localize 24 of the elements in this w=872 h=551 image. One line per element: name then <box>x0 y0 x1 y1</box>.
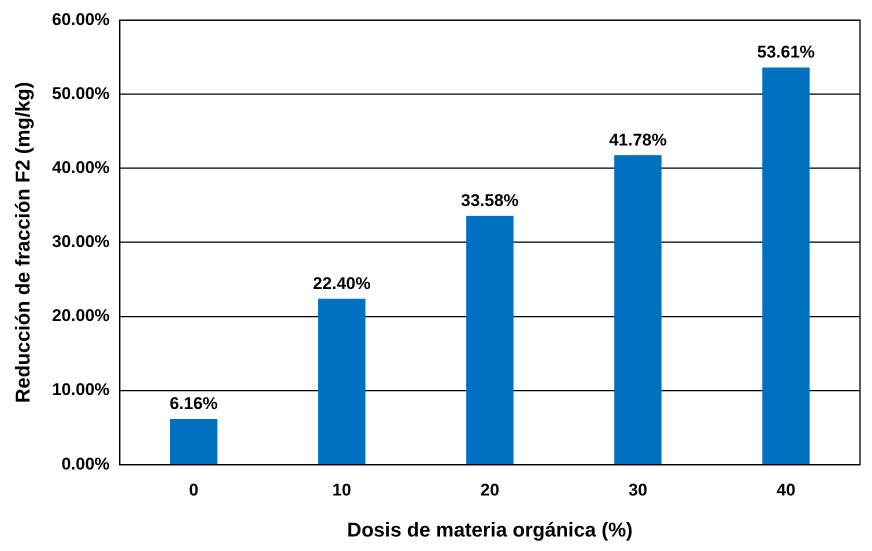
x-axis-title: Dosis de materia orgánica (%) <box>347 520 633 542</box>
data-label: 53.61% <box>757 42 815 62</box>
data-label: 6.16% <box>170 394 218 414</box>
x-tick-label: 40 <box>776 480 796 500</box>
data-label: 41.78% <box>609 130 667 150</box>
y-tick-label: 20.00% <box>52 306 110 326</box>
y-tick-label: 0.00% <box>61 454 110 474</box>
x-tick-label: 0 <box>188 480 198 500</box>
y-tick-label: 10.00% <box>52 380 110 400</box>
bar <box>318 298 366 464</box>
data-label: 22.40% <box>312 274 371 293</box>
y-axis-title: Reducción de fracción F2 (mg/kg) <box>12 82 35 403</box>
y-tick-label: 30.00% <box>52 232 110 252</box>
data-label: 33.58% <box>460 191 519 210</box>
x-tick-label: 30 <box>628 480 648 500</box>
bar <box>762 68 810 464</box>
y-tick-label: 50.00% <box>52 84 110 103</box>
bar <box>466 216 514 464</box>
y-tick-label: 40.00% <box>52 158 110 178</box>
bar <box>170 418 218 464</box>
y-tick-label: 60.00% <box>52 10 110 29</box>
bar <box>614 155 662 464</box>
x-tick-label: 20 <box>480 480 500 500</box>
x-tick-label: 10 <box>332 480 352 500</box>
